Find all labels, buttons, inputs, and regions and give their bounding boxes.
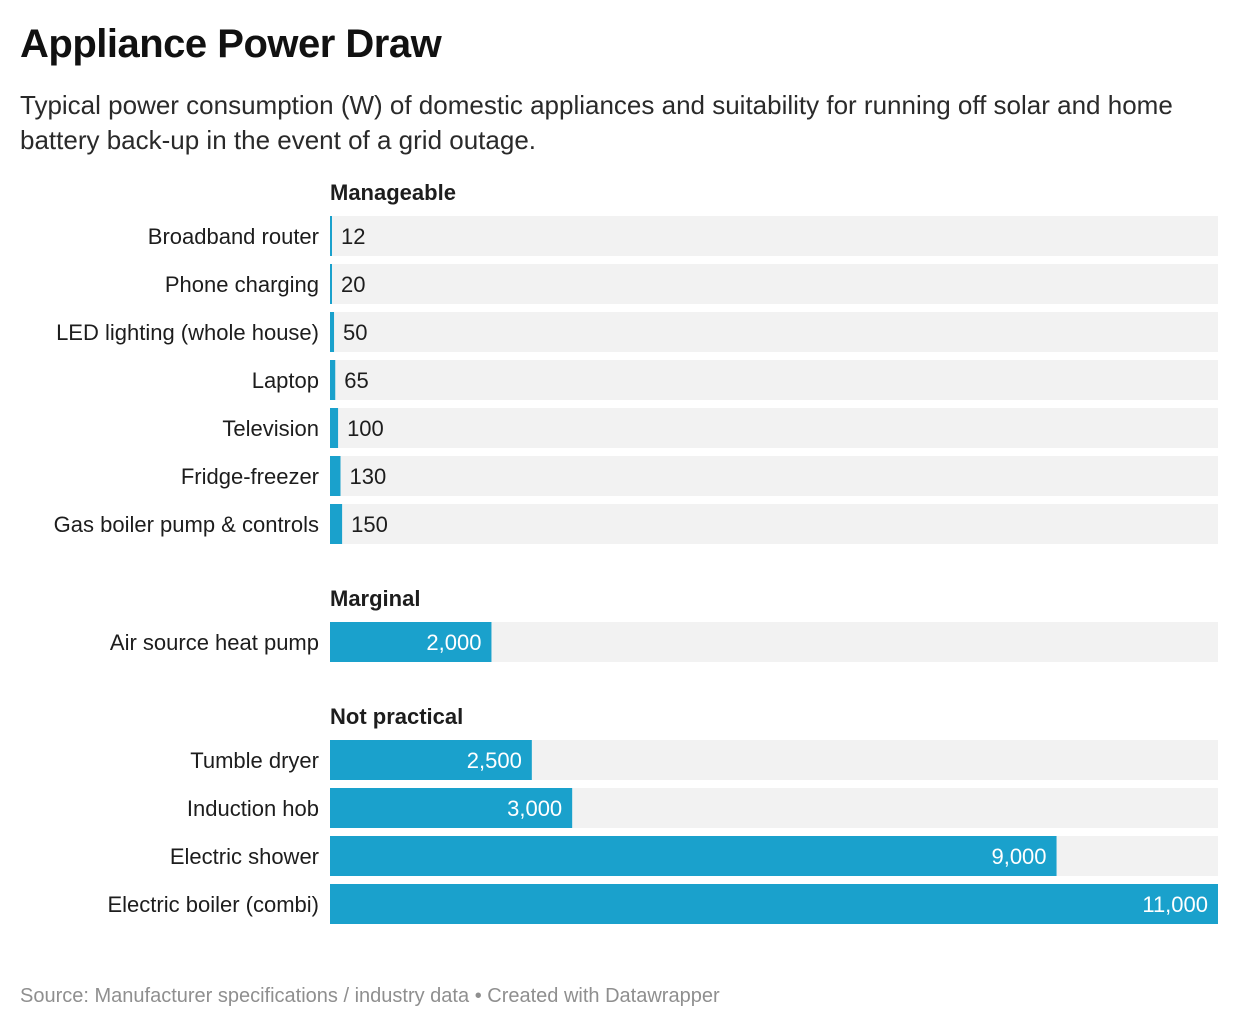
credit-link[interactable]: Created with Datawrapper [487, 985, 720, 1007]
value-label: 130 [349, 464, 386, 489]
category-label: Tumble dryer [190, 748, 319, 773]
value-label: 12 [341, 224, 365, 249]
category-label: Fridge-freezer [181, 464, 319, 489]
bar [330, 360, 336, 400]
bar-track [330, 456, 1218, 496]
category-label: Laptop [252, 368, 319, 393]
value-label: 50 [343, 320, 367, 345]
group-header: Not practical [330, 704, 463, 729]
value-label: 20 [341, 272, 365, 297]
category-label: Electric boiler (combi) [108, 892, 320, 917]
bar-track [330, 360, 1218, 400]
bar [330, 264, 332, 304]
category-label: Broadband router [148, 224, 319, 249]
bar-track [330, 216, 1218, 256]
category-label: Air source heat pump [110, 630, 319, 655]
category-label: Phone charging [165, 272, 319, 297]
group-header: Manageable [330, 180, 456, 205]
value-label: 9,000 [991, 844, 1046, 869]
value-label: 65 [344, 368, 368, 393]
bar [330, 740, 532, 780]
footer-separator: • [474, 985, 482, 1007]
bar [330, 788, 573, 828]
source-note: Source: Manufacturer specifications / in… [20, 985, 470, 1007]
bar-track [330, 504, 1218, 544]
bar [330, 456, 341, 496]
value-label: 2,500 [467, 748, 522, 773]
category-label: Gas boiler pump & controls [54, 512, 319, 537]
bar [330, 622, 492, 662]
bar [330, 836, 1057, 876]
bar-track [330, 312, 1218, 352]
bar [330, 408, 339, 448]
bar [330, 884, 1218, 924]
value-label: 100 [347, 416, 384, 441]
value-label: 2,000 [426, 630, 481, 655]
value-label: 11,000 [1142, 892, 1208, 917]
bar [330, 504, 343, 544]
chart-subtitle: Typical power consumption (W) of domesti… [20, 90, 1173, 155]
bar-track [330, 408, 1218, 448]
category-label: LED lighting (whole house) [56, 320, 319, 345]
category-label: Electric shower [170, 844, 319, 869]
chart-title: Appliance Power Draw [20, 22, 442, 66]
chart-footer: Source: Manufacturer specifications / in… [20, 985, 720, 1008]
category-label: Induction hob [187, 796, 319, 821]
bar [330, 312, 335, 352]
bar-track [330, 264, 1218, 304]
value-label: 150 [351, 512, 388, 537]
category-label: Television [222, 416, 319, 441]
bar [330, 216, 332, 256]
group-header: Marginal [330, 586, 420, 611]
value-label: 3,000 [507, 796, 562, 821]
bar-chart: Manageable Broadband router 12 Phone chargi… [54, 180, 1218, 924]
